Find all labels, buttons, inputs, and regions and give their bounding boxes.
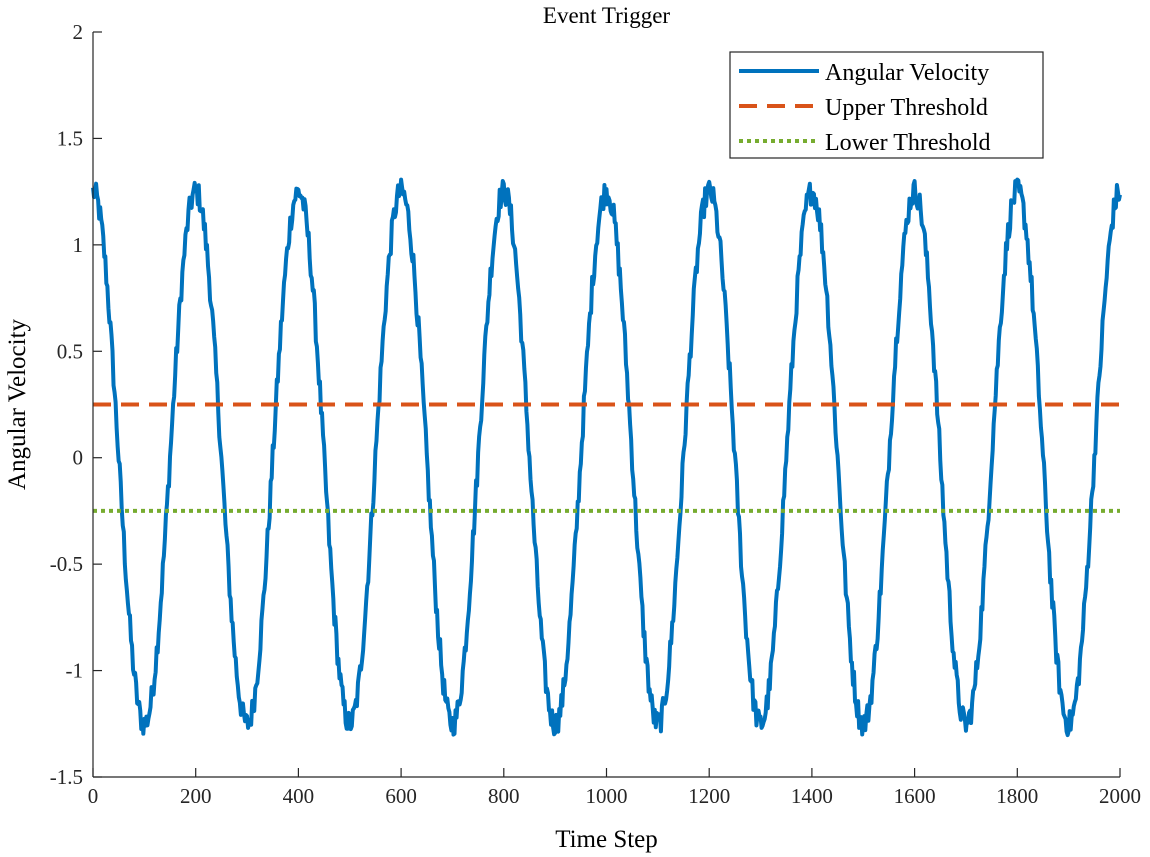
x-tick-label: 600	[385, 784, 417, 808]
y-tick-label: -1	[66, 659, 84, 683]
y-tick-label: 0.5	[57, 339, 83, 363]
x-tick-label: 1400	[791, 784, 833, 808]
x-tick-label: 1000	[586, 784, 628, 808]
series-line-angular-velocity	[91, 177, 1122, 738]
legend: Angular Velocity Upper Threshold Lower Thr…	[729, 51, 1044, 159]
chart-title: Event Trigger	[543, 3, 670, 28]
y-tick-label: -0.5	[50, 552, 83, 576]
x-tick-label: 1800	[996, 784, 1038, 808]
ticks-layer: 0 200 400 600 800 1000 1200 1400 1600 1800 2000 -1.…	[50, 20, 1141, 808]
x-tick-label: 400	[283, 784, 315, 808]
x-tick-label: 800	[488, 784, 520, 808]
x-tick-label: 200	[180, 784, 212, 808]
x-tick-label: 0	[88, 784, 99, 808]
y-tick-label: 1	[73, 233, 84, 257]
x-tick-label: 2000	[1099, 784, 1141, 808]
y-tick-label: -1.5	[50, 765, 83, 789]
legend-label-angular-velocity: Angular Velocity	[825, 60, 989, 86]
y-tick-label: 0	[73, 446, 84, 470]
x-axis-title: Time Step	[555, 826, 658, 853]
x-tick-label: 1200	[688, 784, 730, 808]
x-tick-label: 1600	[894, 784, 936, 808]
legend-label-upper-threshold: Upper Threshold	[825, 95, 988, 121]
y-tick-label: 2	[73, 20, 84, 44]
series-layer	[91, 177, 1122, 738]
y-axis-title: Angular Velocity	[4, 318, 31, 490]
legend-label-lower-threshold: Lower Threshold	[825, 130, 991, 156]
y-tick-label: 1.5	[57, 126, 83, 150]
